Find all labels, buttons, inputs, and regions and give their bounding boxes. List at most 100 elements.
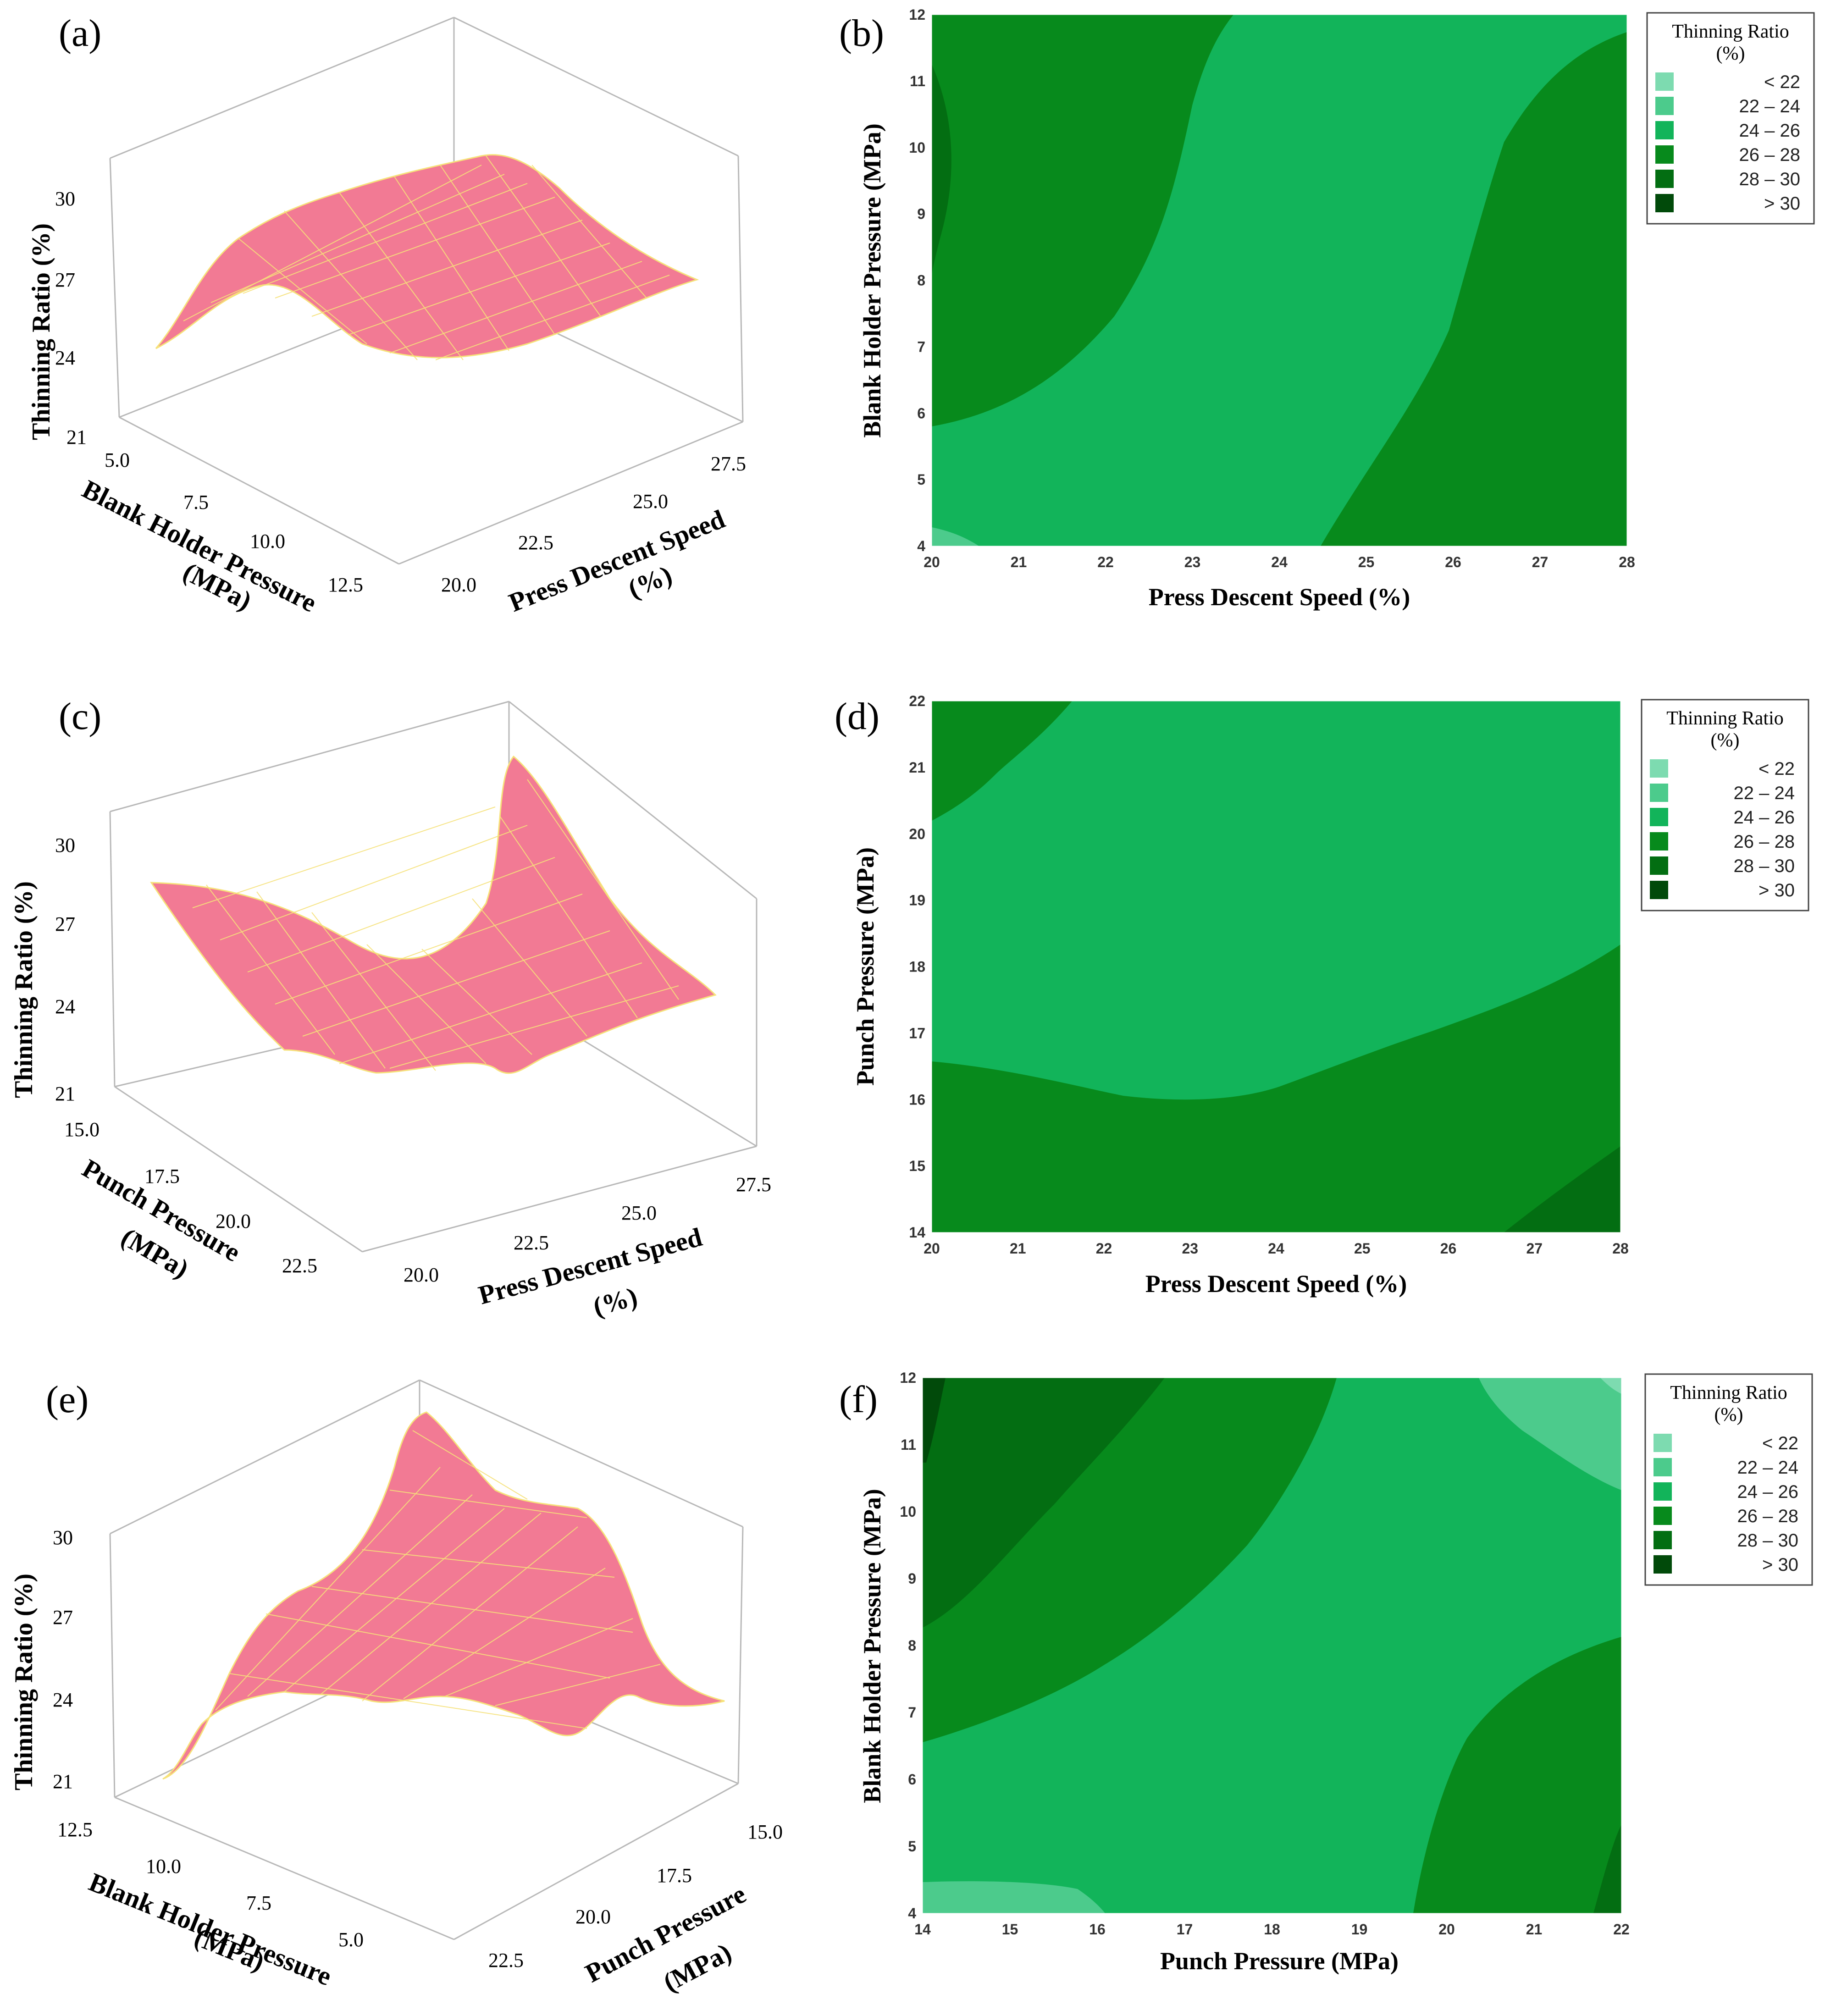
- panel-d-xtick-20: 20: [924, 1240, 940, 1257]
- panel-b: (b) 20 21 22 23 24 25 26 27 28 4 5 6 7 8 9 10 11 12 Press…: [839, 6, 1815, 611]
- panel-c-zlabel: Thinning Ratio (%): [10, 881, 38, 1098]
- panel-a-left-tick-3: 12.5: [328, 574, 363, 596]
- panel-a-surface: [155, 154, 699, 359]
- panel-c-left-tick-1: 17.5: [144, 1165, 180, 1188]
- panel-e-right-tick-1: 20.0: [575, 1906, 611, 1928]
- panel-a-ztick-24: 24: [55, 347, 75, 369]
- panel-f-xlabel: Punch Pressure (MPa): [1160, 1947, 1399, 1975]
- panel-f-xtick-21: 21: [1526, 1921, 1543, 1938]
- panel-c: (c) 30 27 24 21 Thinning Ratio (%): [10, 695, 771, 1322]
- panel-c-left-tick-2: 20.0: [216, 1210, 251, 1232]
- legend-f-swatch-2: [1654, 1482, 1672, 1501]
- panel-b-xlabel: Press Descent Speed (%): [1149, 583, 1410, 611]
- panel-label-f: (f): [839, 1378, 878, 1421]
- panel-f-ytick-5: 5: [908, 1838, 916, 1855]
- panel-d-xtick-23: 23: [1182, 1240, 1198, 1257]
- legend-b-item-0: < 22: [1764, 72, 1800, 92]
- legend-b-swatch-1: [1655, 97, 1674, 115]
- panel-label-d: (d): [835, 695, 879, 738]
- panel-b-ytick-8: 8: [917, 272, 925, 289]
- legend-b-swatch-0: [1655, 72, 1674, 91]
- legend-f-item-2: 24 – 26: [1737, 1482, 1798, 1502]
- panel-f-ytick-9: 9: [908, 1570, 916, 1587]
- panel-b-ytick-11: 11: [910, 73, 925, 89]
- panel-c-ztick-21: 21: [55, 1083, 75, 1105]
- panel-d-band-28-30: [1504, 1146, 1620, 1232]
- panel-c-ztick-27: 27: [55, 913, 75, 935]
- panel-a: (a) 30 27 24 21 Thinning Ratio (%): [27, 12, 746, 618]
- legend-f-swatch-4: [1654, 1531, 1672, 1549]
- legend-b-swatch-4: [1655, 170, 1674, 188]
- panel-f-band-22-24-top-right: [1479, 1378, 1621, 1490]
- panel-f-legend: Thinning Ratio(%) < 22 22 – 24 24 – 26 26 – …: [1644, 1373, 1813, 1586]
- panel-b-legend: Thinning Ratio(%) < 22 22 – 24 24 – 26 26 – …: [1646, 12, 1815, 225]
- legend-b-item-5: > 30: [1764, 193, 1800, 214]
- panel-b-xtick-20: 20: [924, 554, 940, 570]
- legend-f-unit: (%): [1714, 1404, 1743, 1425]
- panel-b-band-24-26: [932, 15, 1627, 546]
- panel-b-ytick-10: 10: [909, 139, 925, 156]
- panel-f-xtick-14: 14: [914, 1921, 931, 1938]
- panel-f: (f) 14 15 16 17 18 19 20 21 22 4 5 6 7 8 9 10 11 12 Punch…: [839, 1370, 1813, 1975]
- panel-f-xtick-18: 18: [1264, 1921, 1280, 1938]
- panel-f-ytick-6: 6: [908, 1771, 916, 1788]
- panel-b-ytick-12: 12: [909, 6, 925, 23]
- legend-f-swatch-1: [1654, 1458, 1672, 1476]
- panel-f-xtick-15: 15: [1002, 1921, 1018, 1938]
- legend-d-item-2: 24 – 26: [1734, 807, 1795, 828]
- panel-a-mesh: [183, 155, 670, 360]
- panel-d-xtick-26: 26: [1440, 1240, 1457, 1257]
- panel-c-right-tick-3: 27.5: [736, 1173, 771, 1196]
- panel-f-ytick-10: 10: [900, 1503, 916, 1520]
- panel-d-band-26-28-top: [932, 701, 1072, 821]
- panel-c-box: [109, 701, 758, 1253]
- panel-e-ztick-30: 30: [53, 1526, 73, 1549]
- legend-f-item-4: 28 – 30: [1737, 1530, 1798, 1551]
- legend-d-swatch-2: [1650, 808, 1668, 826]
- panel-d-plot-area: [932, 701, 1620, 1232]
- legend-b-unit: (%): [1716, 43, 1745, 64]
- legend-d-item-5: > 30: [1759, 880, 1795, 900]
- legend-d-item-0: < 22: [1759, 759, 1795, 779]
- panel-b-xtick-21: 21: [1011, 554, 1027, 570]
- panel-f-ytick-11: 11: [901, 1436, 916, 1453]
- legend-b-title: Thinning Ratio: [1672, 21, 1789, 42]
- legend-d-swatch-0: [1650, 759, 1668, 778]
- panel-e-right-tick-0: 22.5: [488, 1949, 524, 1972]
- panel-e-surface: [162, 1411, 725, 1780]
- panel-c-right-label-1: Press Descent Speed: [476, 1222, 705, 1310]
- panel-e-ztick-21: 21: [53, 1770, 73, 1793]
- panel-c-right-tick-2: 25.0: [621, 1202, 657, 1224]
- legend-f-item-1: 22 – 24: [1737, 1458, 1798, 1478]
- panel-a-ztick-30: 30: [55, 188, 75, 210]
- panel-e-ztick-27: 27: [53, 1606, 73, 1629]
- panel-c-ztick-30: 30: [55, 834, 75, 856]
- panel-f-band-22-24-bottom-left: [923, 1881, 1105, 1913]
- panel-f-band-gt30: [923, 1378, 946, 1463]
- panel-d-xtick-22: 22: [1096, 1240, 1112, 1257]
- legend-f-box: [1644, 1373, 1813, 1586]
- legend-d-swatch-1: [1650, 784, 1668, 802]
- panel-e-left-tick-2: 7.5: [246, 1892, 271, 1914]
- legend-f-item-3: 26 – 28: [1737, 1506, 1798, 1526]
- legend-d-item-4: 28 – 30: [1734, 856, 1795, 876]
- legend-d-item-3: 26 – 28: [1734, 832, 1795, 852]
- panel-f-ytick-12: 12: [900, 1370, 916, 1386]
- panel-a-right-tick-1: 22.5: [518, 531, 553, 554]
- panel-b-ytick-5: 5: [917, 471, 925, 488]
- panel-f-xtick-20: 20: [1438, 1921, 1455, 1938]
- panel-b-xtick-28: 28: [1619, 554, 1635, 570]
- panel-f-ticks: 14 15 16 17 18 19 20 21 22 4 5 6 7 8 9 10 11 12: [900, 1370, 1629, 1938]
- panel-e-left-tick-1: 10.0: [146, 1855, 181, 1878]
- panel-d-xtick-25: 25: [1354, 1240, 1371, 1257]
- panel-f-band-26-28-right: [1413, 1637, 1621, 1913]
- panel-a-left-tick-2: 10.0: [250, 530, 285, 552]
- panel-f-ytick-7: 7: [908, 1704, 916, 1721]
- panel-b-ticks: 20 21 22 23 24 25 26 27 28 4 5 6 7 8 9 10 11 12: [909, 6, 1635, 570]
- panel-d-ytick-14: 14: [909, 1224, 925, 1241]
- panel-c-right-label-2: (%): [590, 1281, 641, 1322]
- panel-e-ztick-24: 24: [53, 1689, 73, 1711]
- panel-c-mesh: [192, 779, 679, 1071]
- panel-d-xtick-28: 28: [1612, 1240, 1629, 1257]
